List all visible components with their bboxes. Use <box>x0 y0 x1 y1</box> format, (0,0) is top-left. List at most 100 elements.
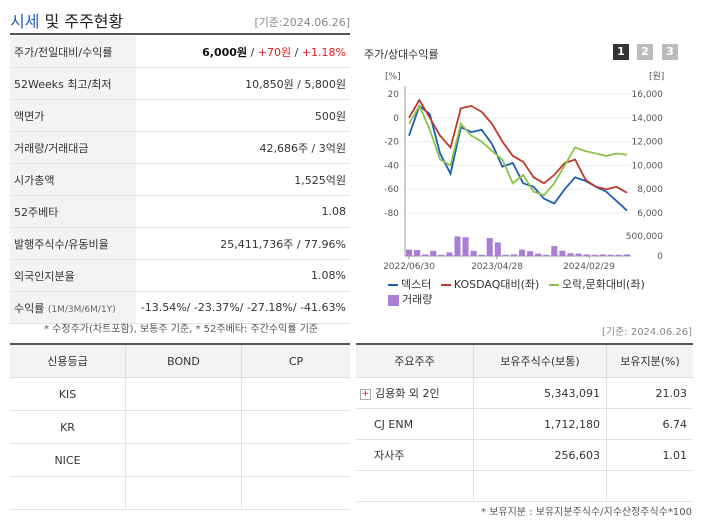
volume-bar <box>470 250 477 256</box>
row-label: 발행주식수/유동비율 <box>10 227 136 260</box>
volume-bar <box>575 253 582 256</box>
holder-name-cell: + 김용화 외 2인 <box>356 377 474 409</box>
expand-icon[interactable]: + <box>360 388 371 400</box>
price: 6,000원 <box>202 45 248 59</box>
footnote-bottom: * 보유지분 : 보유지분주식수/지수산정주식수*100 <box>481 507 692 518</box>
chart-tab-1[interactable]: 1 <box>613 44 629 60</box>
series-line-3 <box>408 103 628 197</box>
volume-bar <box>478 254 485 256</box>
left-tick-label: -60 <box>384 185 399 195</box>
volume-tick-label: 500,000 <box>626 232 663 242</box>
bond-cell <box>125 410 242 444</box>
volume-bar <box>446 252 453 256</box>
price-cell: 6,000원 / +70원 / +1.18% <box>136 36 350 68</box>
table-row: KIS <box>10 377 350 411</box>
left-axis-unit: [%] <box>385 72 401 82</box>
cp-cell <box>241 410 350 444</box>
table-row: 자사주 256,603 1.01 <box>356 439 693 471</box>
volume-bar <box>494 242 501 256</box>
col-header: 주요주주 <box>356 344 474 378</box>
col-header: 보유주식수(보통) <box>473 344 607 378</box>
cp-cell <box>241 443 350 477</box>
legend-swatch <box>388 284 398 286</box>
volume-bar <box>551 246 558 256</box>
volume-bar <box>510 254 517 256</box>
header-date: [기준:2024.06.26] <box>254 16 350 29</box>
row-label: 주가/전일대비/수익률 <box>10 36 136 68</box>
col-header: 신용등급 <box>10 344 126 378</box>
series-line-2 <box>408 98 628 194</box>
volume-bar <box>414 250 421 256</box>
table-row: KR <box>10 410 350 444</box>
volume-bar <box>454 236 461 256</box>
volume-bar <box>502 254 509 256</box>
legend-item: 오락,문화대비(좌) <box>548 277 645 292</box>
legend-item: KOSDAQ대비(좌) <box>440 277 539 292</box>
holder-shares: 1,712,180 <box>473 408 607 440</box>
right-tick-label: 10,000 <box>632 161 664 171</box>
holder-pct: 21.03 <box>606 377 693 409</box>
chart-legend: 덱스터 KOSDAQ대비(좌) 오락,문화대비(좌) 거래량 <box>388 277 651 307</box>
holder-name: 김용화 외 2인 <box>375 387 440 400</box>
table-header: 주요주주 보유주식수(보통) 보유지분(%) <box>356 344 693 378</box>
row-value: 500원 <box>136 99 350 132</box>
volume-bar <box>430 250 437 256</box>
table-header: 신용등급 BOND CP <box>10 344 350 378</box>
table-row: NICE <box>10 443 350 477</box>
volume-bar <box>486 238 493 256</box>
legend-swatch <box>440 284 451 286</box>
holder-name: 자사주 <box>356 439 474 471</box>
row-value: 25,411,736주 / 77.96% <box>136 227 350 260</box>
volume-bar <box>462 237 469 256</box>
bond-cell <box>125 443 242 477</box>
legend-item: 덱스터 <box>388 277 431 292</box>
legend-item: 거래량 <box>388 292 432 307</box>
cp-cell <box>241 476 350 510</box>
bond-cell <box>125 377 242 411</box>
table-row: 수익률 (1M/3M/6M/1Y) -13.54%/ -23.37%/ -27.… <box>10 291 350 324</box>
shareholders-table: 주요주주 보유주식수(보통) 보유지분(%) + 김용화 외 2인 5,343,0… <box>356 343 693 502</box>
holder-pct: 1.01 <box>606 439 693 471</box>
table-row <box>356 470 693 502</box>
holder-shares: 256,603 <box>473 439 607 471</box>
table-row: 외국인지분율 1.08% <box>10 259 350 292</box>
volume-bar <box>438 254 445 256</box>
table-row: 거래량/거래대금 42,686주 / 3억원 <box>10 131 350 164</box>
stock-info-table: 주가/전일대비/수익률 6,000원 / +70원 / +1.18% 52Wee… <box>10 36 350 324</box>
row-value: 1.08 <box>136 195 350 228</box>
volume-bar <box>406 249 413 256</box>
volume-bar <box>567 253 574 256</box>
right-tick-label: 16,000 <box>632 90 664 100</box>
row-label: 거래량/거래대금 <box>10 131 136 164</box>
chart-tab-3[interactable]: 3 <box>662 44 678 60</box>
volume-bar <box>607 254 614 256</box>
legend-swatch <box>388 294 399 306</box>
left-tick-label: -20 <box>384 138 399 148</box>
right-tick-label: 14,000 <box>632 114 664 124</box>
change: +70원 <box>257 45 292 59</box>
left-tick-label: -40 <box>384 161 399 171</box>
x-tick-label: 2024/02/29 <box>563 262 615 272</box>
table-row: 52주베타 1.08 <box>10 195 350 228</box>
chart-tab-2[interactable]: 2 <box>637 44 653 60</box>
credit-rating-table: 신용등급 BOND CP KIS KR NICE <box>10 343 350 510</box>
volume-bar <box>519 249 526 256</box>
table-row: 주가/전일대비/수익률 6,000원 / +70원 / +1.18% <box>10 36 350 68</box>
volume-bar <box>615 254 622 256</box>
right-tick-label: 6,000 <box>637 209 663 219</box>
left-tick-label: 20 <box>388 90 400 100</box>
right-axis-unit: [원] <box>649 71 664 82</box>
volume-bar <box>422 254 429 256</box>
holder-pct: 6.74 <box>606 408 693 440</box>
table-row: 시가총액 1,525억원 <box>10 163 350 196</box>
returns-label: 수익률 (1M/3M/6M/1Y) <box>10 291 136 324</box>
col-header: BOND <box>125 344 242 378</box>
header-divider <box>10 33 350 35</box>
row-label: 외국인지분율 <box>10 259 136 292</box>
holder-name: CJ ENM <box>356 408 474 440</box>
x-tick-label: 2023/04/28 <box>471 262 523 272</box>
volume-bar <box>623 254 630 256</box>
volume-bar <box>583 254 590 256</box>
volume-bar <box>543 254 550 256</box>
col-header: 보유지분(%) <box>606 344 693 378</box>
